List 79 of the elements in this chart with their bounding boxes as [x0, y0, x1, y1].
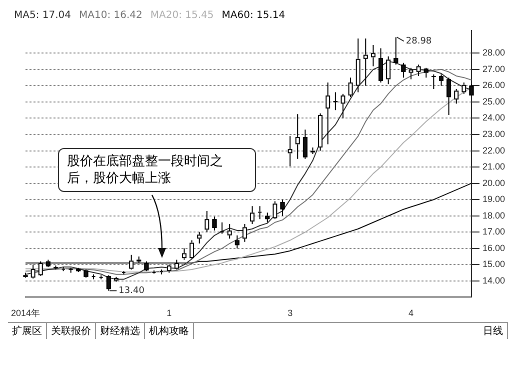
candlestick: [302, 129, 308, 160]
candlestick: [288, 136, 292, 167]
candlestick: [197, 232, 202, 244]
text: 扩展区: [8, 323, 47, 339]
callout-box: 股价在底部盘整一段时间之后，股价大幅上涨: [58, 148, 256, 192]
y-tick-label: 22.00: [482, 145, 506, 156]
candlestick: [234, 234, 240, 249]
text: MA20: 15.45: [150, 10, 214, 20]
candlestick: [166, 264, 172, 274]
candlestick: [212, 216, 217, 231]
annotation: 28.98: [406, 36, 432, 47]
candlestick: [250, 206, 255, 224]
candlestick: [68, 267, 74, 274]
candlestick: [394, 36, 398, 66]
y-tick-label: 20.00: [482, 178, 506, 188]
candlestick: [272, 200, 278, 220]
y-tick-label: 26.00: [482, 80, 506, 90]
y-tick-label: 27.00: [482, 64, 506, 74]
text: 财经精选: [96, 323, 145, 339]
y-tick-label: 15.00: [482, 259, 506, 270]
candlestick: [356, 38, 360, 93]
x-tick-label: 4: [408, 308, 414, 318]
y-tick-label: 21.00: [482, 162, 506, 172]
y-tick-label: 28.00: [482, 48, 506, 58]
candlestick: [340, 93, 346, 119]
y-tick-label: 23.00: [482, 129, 506, 139]
candlestick: [333, 92, 338, 111]
candlestick: [310, 147, 315, 155]
y-tick-label: 14.00: [482, 275, 506, 286]
text: MA60: 15.14: [222, 10, 286, 20]
y-tick-label: 16.00: [482, 242, 506, 253]
y-tick-label: 18.00: [482, 210, 506, 220]
candlestick: [182, 248, 186, 260]
candlestick: [363, 38, 368, 86]
text: 日线: [479, 323, 508, 339]
candlestick: [106, 274, 111, 292]
candlestick: [265, 212, 270, 223]
candlestick: [370, 44, 376, 67]
text: 机构攻略: [145, 323, 194, 339]
candlestick: [227, 223, 232, 240]
candlestick: [454, 88, 459, 104]
x-tick-label: 1: [166, 308, 172, 318]
y-tick-label: 25.00: [482, 96, 506, 106]
candlestick: [190, 240, 194, 260]
x-tick-label: 2014年: [10, 308, 40, 318]
candlestick: [386, 56, 391, 85]
candlestick: [318, 112, 323, 152]
y-tick-label: 24.00: [482, 112, 506, 123]
candlestick: [204, 210, 210, 233]
candlestick: [439, 74, 444, 86]
candlestick: [38, 260, 43, 277]
candlestick: [446, 77, 452, 116]
candlestick: [122, 270, 126, 275]
annotation: 13.40: [118, 286, 145, 296]
candlestick: [416, 64, 421, 76]
text: MA5: 17.04: [14, 10, 72, 20]
candlestick: [220, 222, 224, 234]
candlestick: [280, 199, 285, 216]
text: 关联报价: [47, 323, 96, 339]
candlestick: [242, 223, 247, 242]
candlestick: [348, 77, 353, 98]
candlestick: [431, 74, 436, 90]
text: MA10: 16.42: [79, 10, 142, 20]
y-tick-label: 19.00: [482, 194, 506, 204]
x-tick-label: 3: [288, 308, 293, 318]
candlestick: [378, 48, 384, 83]
candlestick: [30, 264, 36, 279]
candlestick: [401, 62, 406, 78]
candlestick: [326, 82, 330, 145]
candlestick: [174, 259, 179, 270]
candlestick: [54, 264, 58, 270]
candlestick: [295, 114, 300, 160]
candlestick: [408, 67, 414, 80]
y-tick-label: 17.00: [482, 226, 506, 237]
candlestick: [159, 269, 164, 275]
candlestick: [258, 206, 262, 220]
candlestick: [424, 67, 428, 78]
candlestick: [129, 254, 134, 270]
candlestick: [462, 82, 466, 94]
